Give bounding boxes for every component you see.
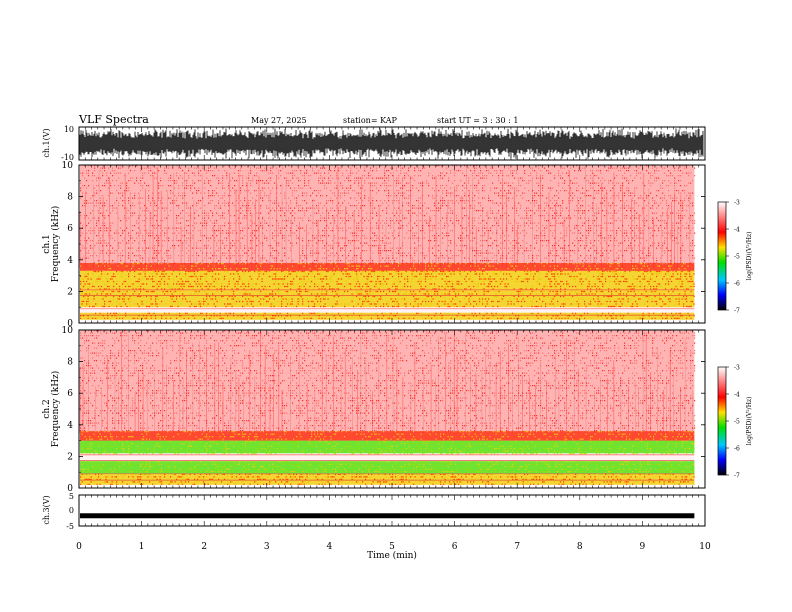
ch1-waveform-ylabel: ch.1(V) xyxy=(42,128,51,157)
ch2-colorbar-ticks: -3 -4 -5 -6 -7 xyxy=(726,365,740,480)
freq-tick-label-8: 8 xyxy=(67,358,73,368)
spectrogram-low-gap xyxy=(80,319,695,323)
ch1-frequency-ticks: 0 2 4 6 8 10 xyxy=(62,161,705,329)
spectrogram-band-4 xyxy=(80,330,695,432)
ch3-waveform-band xyxy=(80,513,695,519)
ch2-frequency-label: Frequency (kHz) xyxy=(50,371,61,448)
colorbar-tick-label: -4 xyxy=(734,227,740,234)
ch2-channel-label: ch.2 xyxy=(42,399,52,418)
time-tick-label-7: 7 xyxy=(514,542,520,552)
spectrogram-background xyxy=(80,331,695,487)
spectrogram-band-2 xyxy=(80,262,695,271)
colorbar-tick-label: -7 xyxy=(734,308,740,315)
spectrogram-band-3 xyxy=(80,165,695,263)
time-axis-label: Time (min) xyxy=(367,550,417,561)
date-label: May 27, 2025 xyxy=(251,116,307,125)
ch2-spectrogram-image xyxy=(79,330,696,488)
spectrogram-texture-2-a xyxy=(81,440,695,455)
freq-tick-label-2: 2 xyxy=(67,287,73,297)
time-tick-label-8: 8 xyxy=(577,542,583,552)
ch1-colorbar: -3 -4 -5 -6 -7 log(PSD)(V²/Hz) xyxy=(717,200,753,315)
ch1-colorbar-label: log(PSD)(V²/Hz) xyxy=(746,232,753,281)
spectrogram-dark-streaks xyxy=(93,166,690,268)
colorbar-tick-label: -4 xyxy=(734,392,740,399)
ch2-spectrogram-panel: 0 2 4 6 8 10 ch.2 Frequency (kHz) -3 -4 -5 -6 -7 … xyxy=(42,326,753,494)
spectrogram-streaks xyxy=(79,166,682,268)
ch3-waveform-trace xyxy=(80,513,695,519)
ch3-ytick-bottom: -5 xyxy=(66,522,74,531)
ch2-colorbar-label: log(PSD)(V²/Hz) xyxy=(746,397,753,446)
spectrogram-band-1 xyxy=(80,461,695,474)
time-axis-ticks: 0 1 2 3 4 5 6 7 8 9 10 xyxy=(76,127,711,552)
time-tick-label-4: 4 xyxy=(327,542,333,552)
colorbar-tick-label: -6 xyxy=(734,281,740,288)
ch3-waveform-ylabel: ch.3(V) xyxy=(42,495,51,524)
ch1-frequency-label: Frequency (kHz) xyxy=(50,206,61,283)
freq-tick-label-6: 6 xyxy=(67,224,73,234)
freq-tick-label-0: 0 xyxy=(67,484,73,494)
time-tick-label-10: 10 xyxy=(699,542,711,552)
time-tick-label-2: 2 xyxy=(201,542,207,552)
ch2-colorbar: -3 -4 -5 -6 -7 log(PSD)(V²/Hz) xyxy=(717,365,753,480)
spectrogram-dark-streaks xyxy=(88,332,693,433)
ch1-spectrogram-image xyxy=(79,165,696,323)
ch1-spectrogram-panel: 0 2 4 6 8 10 ch.1 Frequency (kHz) -3 -4 -5 -6 -7 … xyxy=(42,161,753,329)
colorbar-tick-label: -6 xyxy=(734,446,740,453)
freq-tick-label-10: 10 xyxy=(62,161,74,171)
spectrogram-low-gap xyxy=(80,484,695,488)
spectrogram-band-0 xyxy=(80,312,695,320)
time-tick-label-3: 3 xyxy=(264,542,270,552)
start-time-label: start UT = 3 : 30 : 1 xyxy=(437,116,518,125)
freq-tick-label-2: 2 xyxy=(67,452,73,462)
figure-title: VLF Spectra xyxy=(78,113,149,126)
time-tick-label-0: 0 xyxy=(76,542,82,552)
ch3-ytick-mid: 0 xyxy=(69,506,74,515)
ch1-colorbar-ticks: -3 -4 -5 -6 -7 xyxy=(726,200,740,315)
colorbar-tick-label: -7 xyxy=(734,473,740,480)
freq-tick-label-4: 4 xyxy=(67,421,73,431)
time-tick-label-5: 5 xyxy=(389,542,395,552)
ch2-colorbar-scale xyxy=(717,366,727,476)
time-tick-label-6: 6 xyxy=(452,542,458,552)
freq-tick-label-8: 8 xyxy=(67,193,73,203)
colorbar-tick-label: -5 xyxy=(734,254,740,261)
ch1-ytick-bottom: -10 xyxy=(61,153,74,162)
spectrogram-band-0 xyxy=(80,473,695,485)
time-tick-label-1: 1 xyxy=(139,542,145,552)
ch1-channel-label: ch.1 xyxy=(42,234,52,253)
spectrogram-texture-0-b xyxy=(81,312,689,319)
colorbar-tick-label: -3 xyxy=(734,200,740,207)
ch1-colorbar-scale xyxy=(717,201,727,311)
ch1-waveform-line xyxy=(79,128,704,159)
freq-tick-label-10: 10 xyxy=(62,326,74,336)
time-tick-label-9: 9 xyxy=(640,542,646,552)
freq-tick-label-0: 0 xyxy=(67,319,73,329)
ch2-frequency-ticks: 0 2 4 6 8 10 xyxy=(62,326,705,494)
ch1-waveform-trace xyxy=(79,128,704,159)
freq-tick-label-4: 4 xyxy=(67,256,73,266)
spectrogram-band-3 xyxy=(80,431,695,441)
colorbar-tick-label: -3 xyxy=(734,365,740,372)
ch1-ytick-top: 10 xyxy=(64,125,74,134)
ch3-ytick-top: 5 xyxy=(69,492,74,501)
freq-tick-label-6: 6 xyxy=(67,389,73,399)
colorbar-tick-label: -5 xyxy=(734,419,740,426)
spectrogram-streaks xyxy=(79,331,681,433)
station-label: station= KAP xyxy=(343,116,398,125)
